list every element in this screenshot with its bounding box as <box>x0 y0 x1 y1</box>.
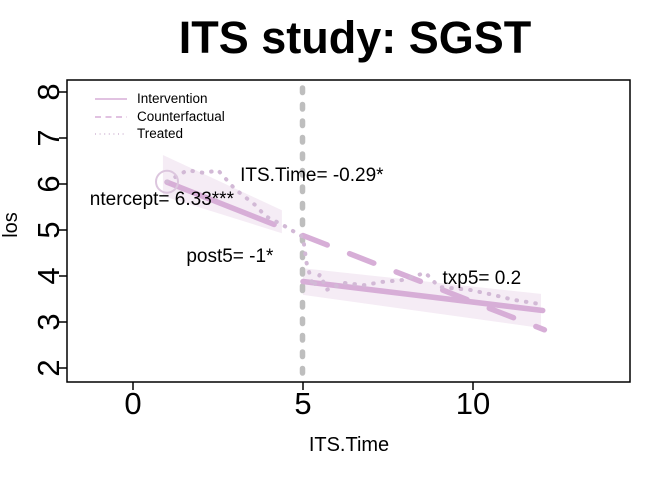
series-treated <box>165 168 547 307</box>
annotation-its-time-slope: ITS.Time= -0.29* <box>240 165 384 187</box>
x-axis-label: ITS.Time <box>308 434 390 456</box>
x-tick-label: 10 <box>455 386 491 421</box>
series-intervention-pre <box>164 179 277 228</box>
y-tick-label: 4 <box>31 267 66 285</box>
plot-title: ITS study: SGST <box>178 12 532 63</box>
x-tick-label: 5 <box>294 386 312 421</box>
y-tick-label: 2 <box>31 359 66 377</box>
start-point-marker <box>155 169 179 194</box>
legend-label-counterfactual: Counterfactual <box>137 109 225 124</box>
annotation-intercept: ntercept= 6.33*** <box>89 189 234 211</box>
y-tick-label: 5 <box>31 221 66 239</box>
legend-label-treated: Treated <box>137 126 184 141</box>
y-tick-label: 8 <box>31 83 66 101</box>
annotation-txp5: txp5= 0.2 <box>442 268 522 290</box>
series-counterfactual <box>300 232 548 333</box>
annotation-post5: post5= -1* <box>186 246 274 268</box>
y-tick-label: 3 <box>31 313 66 331</box>
series-intervention-post <box>300 278 546 314</box>
plot-box <box>66 79 631 383</box>
x-tick-label: 0 <box>124 386 142 421</box>
legend-label-intervention: Intervention <box>137 91 208 106</box>
y-tick-label: 7 <box>31 129 66 147</box>
